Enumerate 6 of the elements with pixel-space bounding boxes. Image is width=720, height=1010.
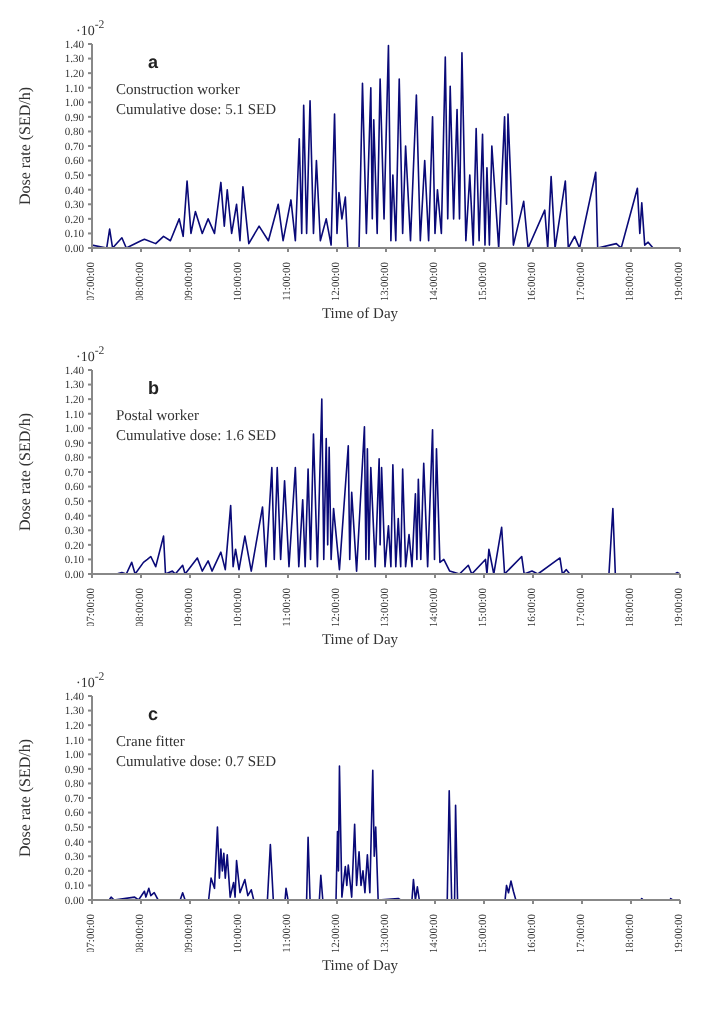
y-axis-title: Dose rate (SED/h) [15, 738, 34, 858]
y-axis-title: Dose rate (SED/h) [15, 412, 34, 532]
annotation: a [148, 52, 159, 72]
y-axis-title: Dose rate (SED/h) [15, 86, 34, 206]
annotation: b [148, 378, 159, 398]
annotation: c [148, 704, 159, 724]
